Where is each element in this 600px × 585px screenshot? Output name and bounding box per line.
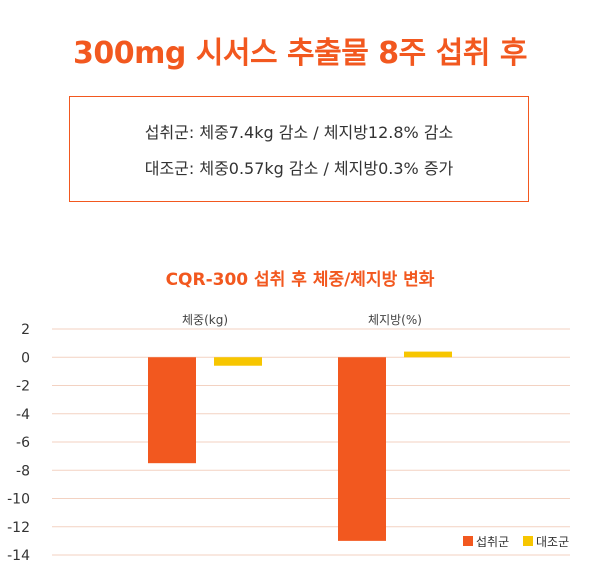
bar-intake-1 [338, 357, 386, 541]
summary-line-intake: 섭취군: 체중7.4kg 감소 / 체지방12.8% 감소 [144, 123, 454, 142]
category-label: 체지방(%) [368, 313, 422, 327]
y-tick-label: 2 [21, 322, 30, 338]
summary-line-control: 대조군: 체중0.57kg 감소 / 체지방0.3% 증가 [144, 159, 454, 178]
legend-swatch-intake [463, 536, 473, 546]
bar-intake-0 [148, 357, 196, 464]
y-tick-label: 0 [21, 350, 30, 366]
y-tick-label: -12 [7, 520, 30, 536]
bar-control-1 [404, 351, 452, 358]
y-tick-label: -10 [7, 492, 30, 508]
y-tick-label: -4 [16, 407, 30, 423]
category-label: 체중(kg) [182, 313, 228, 327]
page-title: 300mg 시서스 추출물 8주 섭취 후 [73, 36, 527, 71]
legend-label: 대조군 [536, 535, 569, 549]
y-tick-label: -14 [7, 548, 30, 564]
y-tick-label: -2 [16, 379, 30, 395]
chart-title: CQR-300 섭취 후 체중/체지방 변화 [165, 270, 435, 290]
y-tick-label: -8 [16, 463, 30, 479]
y-tick-label: -6 [16, 435, 30, 451]
legend-swatch-control [523, 536, 533, 546]
bar-control-0 [214, 357, 262, 366]
summary-box: 섭취군: 체중7.4kg 감소 / 체지방12.8% 감소 대조군: 체중0.5… [69, 96, 529, 202]
legend-label: 섭취군 [476, 535, 509, 549]
